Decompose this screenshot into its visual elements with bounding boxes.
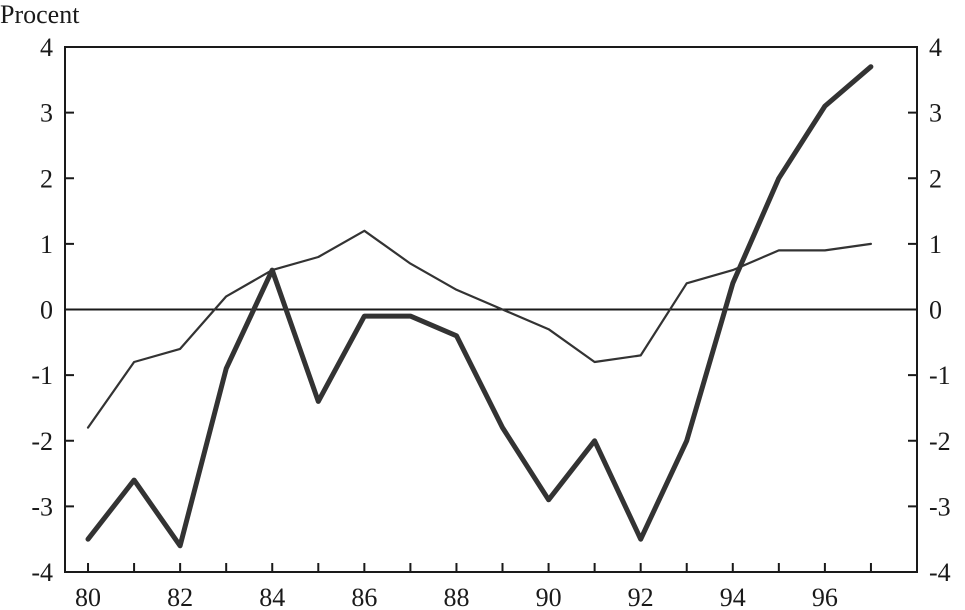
- y-tick-label-right: -2: [929, 427, 951, 456]
- x-tick-label: 86: [351, 583, 377, 610]
- x-tick-label: 80: [75, 583, 101, 610]
- y-tick-label-left: -3: [31, 492, 53, 521]
- y-tick-label-left: -2: [31, 427, 53, 456]
- y-tick-label-left: 0: [40, 296, 53, 325]
- series-group: [85, 64, 874, 549]
- y-axis-unit-label: Procent: [0, 0, 80, 29]
- x-tick-label: 82: [167, 583, 193, 610]
- y-tick-label-right: 2: [929, 164, 942, 193]
- x-tick-label: 92: [628, 583, 654, 610]
- y-tick-label-right: 4: [929, 33, 942, 62]
- y-tick-label-left: -4: [31, 558, 53, 587]
- y-tick-label-left: 1: [40, 230, 53, 259]
- y-tick-label-right: 1: [929, 230, 942, 259]
- ticks-group: 4 4 3 3 2 2 1 1 0 0 -1 -1 -2 -2 -3 -3 -4 -4 80 82 84 86 88 90 92…: [31, 33, 950, 610]
- y-tick-label-right: -1: [929, 361, 951, 390]
- x-tick-label: 96: [812, 583, 838, 610]
- x-tick-label: 84: [259, 583, 285, 610]
- series-line-thick: [85, 64, 874, 549]
- x-tick-label: 90: [536, 583, 562, 610]
- y-tick-label-left: 4: [40, 33, 53, 62]
- y-tick-label-right: -4: [929, 558, 951, 587]
- y-tick-label-right: 0: [929, 296, 942, 325]
- y-tick-label-left: -1: [31, 361, 53, 390]
- x-tick-label: 94: [720, 583, 746, 610]
- series-line-thin: [86, 229, 873, 429]
- y-tick-label-left: 2: [40, 164, 53, 193]
- y-tick-label-right: 3: [929, 99, 942, 128]
- x-tick-label: 88: [443, 583, 469, 610]
- y-tick-label-right: -3: [929, 492, 951, 521]
- y-tick-label-left: 3: [40, 99, 53, 128]
